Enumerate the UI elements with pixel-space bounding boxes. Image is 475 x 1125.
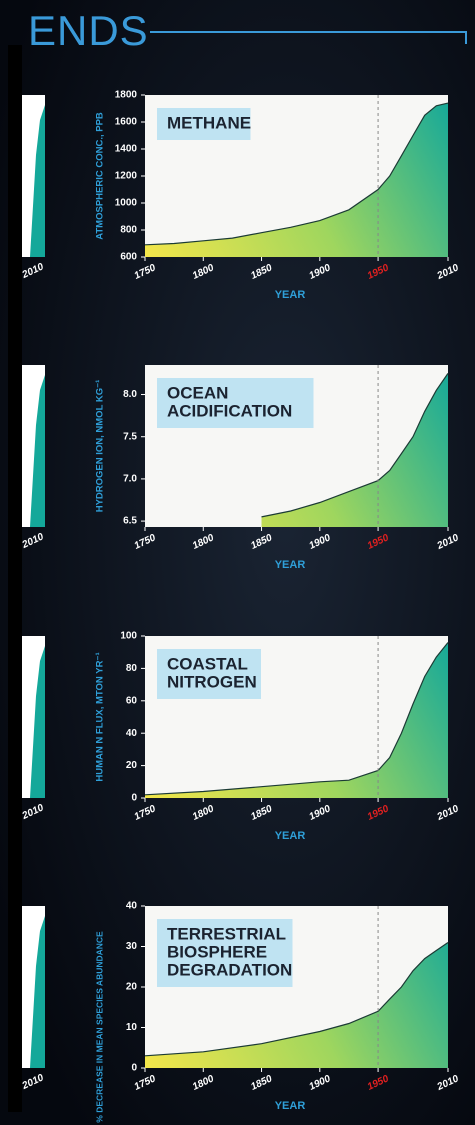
- y-tick-label: 7.0: [123, 474, 137, 485]
- title-box: [157, 378, 314, 428]
- chart-title: DEGRADATION: [167, 960, 292, 979]
- area-line: [144, 102, 449, 246]
- area-line: [144, 942, 449, 1057]
- fragment-area: [22, 105, 45, 257]
- y-tick-label: 800: [120, 225, 137, 236]
- y-tick-label: 0: [131, 1063, 137, 1074]
- area: [145, 103, 448, 257]
- y-tick-label: 20: [126, 760, 138, 771]
- title-box: [157, 649, 261, 699]
- area: [261, 373, 448, 527]
- chart-title: NITROGEN: [167, 672, 257, 691]
- y-tick-label: 600: [120, 252, 137, 263]
- title-box: [157, 108, 251, 140]
- x-axis-title: YEAR: [275, 1100, 306, 1112]
- chart-title: ACIDIFICATION: [167, 401, 292, 420]
- title-box: [157, 919, 293, 987]
- y-axis-title: HYDROGEN ION, NMOL KG⁻¹: [95, 380, 106, 513]
- y-axis-title: HUMAN N FLUX, MTON YR⁻¹: [95, 652, 106, 781]
- y-tick-label: 100: [120, 631, 137, 642]
- y-tick-label: 6.5: [123, 516, 137, 527]
- area: [145, 642, 448, 798]
- x-axis-title: YEAR: [275, 830, 306, 842]
- y-tick-label: 0: [131, 793, 137, 804]
- area: [145, 942, 448, 1068]
- x-axis-title: YEAR: [275, 289, 306, 301]
- area-line: [144, 642, 449, 796]
- y-tick-label: 1400: [115, 144, 138, 155]
- y-tick-label: 1600: [115, 117, 138, 128]
- y-tick-label: 60: [126, 695, 138, 706]
- area-line: [261, 373, 449, 518]
- y-tick-label: 30: [126, 941, 138, 952]
- y-axis-title: % DECREASE IN MEAN SPECIES ABUNDANCE: [94, 931, 104, 1123]
- y-tick-label: 1200: [115, 171, 138, 182]
- y-tick-label: 1000: [115, 198, 138, 209]
- y-tick-label: 7.5: [123, 431, 137, 442]
- chart-title: COASTAL: [167, 654, 248, 673]
- y-tick-label: 40: [126, 901, 138, 912]
- y-tick-label: 1800: [115, 90, 138, 101]
- header-title: ENDS: [28, 7, 149, 54]
- chart-title: TERRESTRIAL: [167, 924, 286, 943]
- y-tick-label: 10: [126, 1022, 138, 1033]
- chart-title: METHANE: [167, 113, 251, 132]
- fragment-area: [22, 646, 45, 798]
- y-tick-label: 8.0: [123, 389, 137, 400]
- header-rule: [150, 31, 467, 44]
- left-strip: [8, 45, 22, 1112]
- chart-title: OCEAN: [167, 383, 228, 402]
- x-axis-title: YEAR: [275, 559, 306, 571]
- y-axis-title: ATMOSPHERIC CONC., PPB: [95, 112, 106, 240]
- y-tick-label: 80: [126, 663, 138, 674]
- chart-title: BIOSPHERE: [167, 942, 267, 961]
- y-tick-label: 40: [126, 728, 138, 739]
- fragment-area: [22, 375, 45, 527]
- fragment-area: [22, 916, 45, 1068]
- y-tick-label: 20: [126, 982, 138, 993]
